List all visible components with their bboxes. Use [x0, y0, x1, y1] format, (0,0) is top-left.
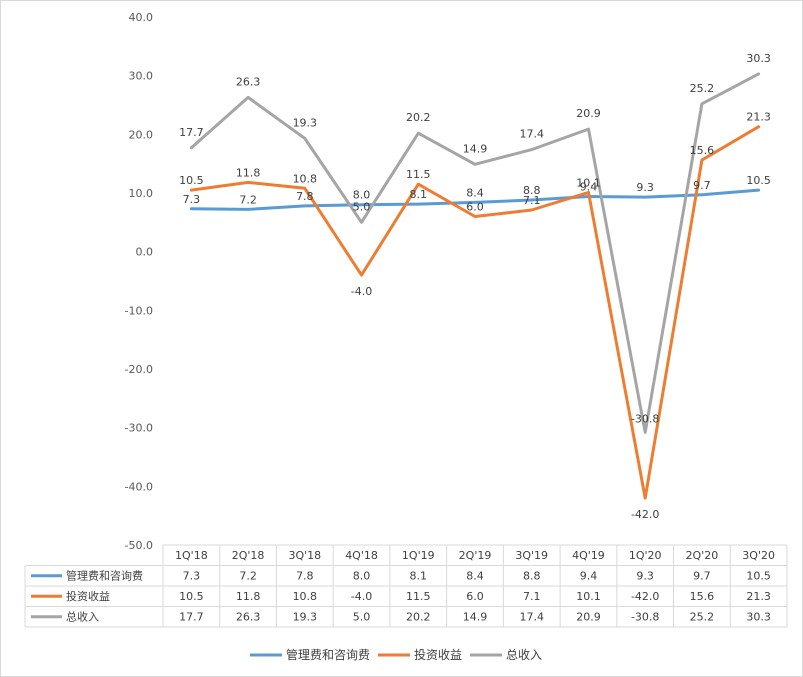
data-label: 15.6: [690, 144, 715, 157]
data-label: 17.7: [179, 126, 204, 139]
x-tick-label: 3Q'19: [515, 549, 548, 562]
x-tick-label: 1Q'18: [175, 549, 208, 562]
x-tick-label: 2Q'19: [459, 549, 492, 562]
data-label: 20.2: [406, 111, 431, 124]
data-label: 21.3: [746, 111, 771, 124]
table-cell-value: 15.6: [690, 590, 715, 603]
data-label: 9.4: [580, 181, 598, 194]
data-label: 25.2: [690, 82, 715, 95]
y-tick-label: -20.0: [125, 363, 153, 376]
data-label: 8.1: [410, 188, 428, 201]
table-cell-value: 8.0: [353, 570, 371, 583]
table-cell-value: -42.0: [631, 590, 659, 603]
x-tick-label: 4Q'19: [572, 549, 605, 562]
series-line: [189, 72, 761, 434]
y-tick-label: -50.0: [125, 539, 153, 552]
x-tick-label: 2Q'20: [686, 549, 719, 562]
data-label: 11.8: [236, 166, 261, 179]
y-tick-label: -40.0: [125, 480, 153, 493]
x-tick-label: 1Q'20: [629, 549, 662, 562]
table-cell-value: 25.2: [690, 611, 715, 624]
data-label: 8.8: [523, 184, 541, 197]
table-cell-value: 7.3: [183, 570, 201, 583]
data-label: 9.3: [636, 181, 654, 194]
table-cell-value: 8.4: [466, 570, 484, 583]
data-label: 10.8: [293, 172, 318, 185]
data-label: -4.0: [351, 285, 372, 298]
y-tick-label: 30.0: [129, 70, 154, 83]
data-label: 7.2: [239, 193, 257, 206]
legend-label: 管理费和咨询费: [286, 647, 370, 662]
table-cell-value: 21.3: [746, 590, 771, 603]
data-label: 7.3: [183, 193, 201, 206]
y-tick-label: 10.0: [129, 187, 154, 200]
data-label: 30.3: [746, 52, 771, 65]
data-label: 7.8: [296, 190, 314, 203]
y-tick-label: 0.0: [136, 246, 154, 259]
data-label: -30.8: [631, 412, 659, 425]
table-cell-value: 7.8: [296, 570, 314, 583]
table-cell-value: 8.1: [410, 570, 428, 583]
y-tick-label: 40.0: [129, 11, 154, 24]
table-cell-value: 7.1: [523, 590, 541, 603]
data-label: 26.3: [236, 75, 261, 88]
table-cell-value: 11.5: [406, 590, 431, 603]
y-tick-label: -30.0: [125, 422, 153, 435]
data-label: 14.9: [463, 142, 488, 155]
table-cell-value: 9.4: [580, 570, 598, 583]
table-cell-value: 14.9: [463, 611, 488, 624]
table-cell-value: 9.7: [693, 570, 711, 583]
y-tick-label: -10.0: [125, 304, 153, 317]
data-label: 5.0: [353, 200, 371, 213]
table-cell-value: 10.5: [746, 570, 771, 583]
x-tick-label: 1Q'19: [402, 549, 435, 562]
table-cell-value: 26.3: [236, 611, 261, 624]
series-line: [189, 125, 761, 500]
data-label: 7.1: [523, 194, 541, 207]
table-cell-value: 20.9: [576, 611, 601, 624]
table-cell-value: 17.7: [179, 611, 204, 624]
table-cell-value: 7.2: [239, 570, 257, 583]
x-tick-label: 3Q'18: [288, 549, 321, 562]
table-cell-value: 9.3: [636, 570, 654, 583]
x-tick-label: 2Q'18: [232, 549, 265, 562]
table-cell-value: 17.4: [519, 611, 544, 624]
data-label: 6.0: [466, 200, 484, 213]
data-label: 17.4: [519, 128, 544, 141]
data-label: 20.9: [576, 107, 601, 120]
table-series-name: 投资收益: [66, 589, 110, 603]
table-cell-value: 10.1: [576, 590, 601, 603]
table-cell-value: -30.8: [631, 611, 659, 624]
table-cell-value: 20.2: [406, 611, 431, 624]
table-cell-value: 30.3: [746, 611, 771, 624]
data-label: 9.7: [693, 179, 711, 192]
data-label: 19.3: [293, 116, 318, 129]
table-cell-value: -4.0: [351, 590, 372, 603]
series-line: [189, 188, 761, 211]
legend-label: 投资收益: [414, 647, 462, 662]
table-cell-value: 5.0: [353, 611, 371, 624]
x-tick-label: 3Q'20: [742, 549, 775, 562]
table-cell-value: 10.8: [293, 590, 318, 603]
data-label: 8.0: [353, 189, 371, 202]
data-label: 10.1: [576, 176, 601, 189]
data-label: 10.5: [179, 174, 204, 187]
x-tick-label: 4Q'18: [345, 549, 378, 562]
table-series-name: 总收入: [66, 610, 99, 624]
data-label: 11.5: [406, 168, 431, 181]
data-label: 10.5: [746, 174, 771, 187]
table-series-name: 管理费和咨询费: [66, 569, 143, 583]
table-cell-value: 10.5: [179, 590, 204, 603]
legend-label: 总收入: [506, 648, 542, 662]
table-cell-value: 6.0: [466, 590, 484, 603]
table-cell-value: 8.8: [523, 570, 541, 583]
data-label: -42.0: [631, 508, 659, 521]
y-tick-label: 20.0: [129, 128, 154, 141]
table-cell-value: 19.3: [293, 611, 318, 624]
data-label: 8.4: [466, 186, 484, 199]
table-cell-value: 11.8: [236, 590, 261, 603]
